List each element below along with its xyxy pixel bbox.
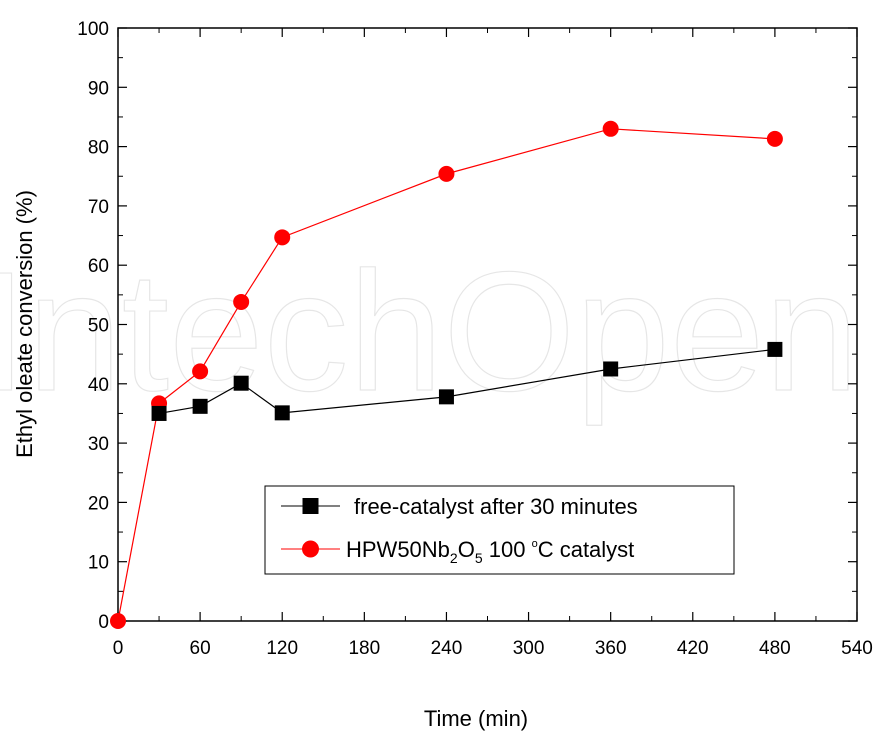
- y-tick-label: 30: [88, 434, 109, 455]
- x-tick-label: 480: [759, 638, 791, 659]
- y-tick-label: 80: [88, 138, 109, 159]
- y-tick-label: 20: [88, 493, 109, 514]
- x-tick-label: 420: [677, 638, 709, 659]
- data-point-circle: [274, 229, 291, 246]
- data-point-circle: [233, 293, 250, 310]
- data-point-circle: [602, 120, 619, 137]
- y-axis-title: Ethyl oleate conversion (%): [12, 190, 37, 458]
- data-point-square: [438, 389, 454, 405]
- y-tick-label: 60: [88, 256, 109, 277]
- y-tick-label: 10: [88, 553, 109, 574]
- data-point-square: [192, 398, 208, 414]
- x-tick-label: 240: [431, 638, 463, 659]
- x-tick-label: 540: [841, 638, 873, 659]
- y-tick-label: 0: [98, 612, 109, 633]
- x-axis-title: Time (min): [424, 706, 528, 731]
- series-layer: [110, 120, 783, 629]
- x-tick-label: 180: [348, 638, 380, 659]
- legend-label-free-catalyst: free-catalyst after 30 minutes: [354, 494, 638, 519]
- legend-marker-square: [302, 498, 319, 514]
- y-axis: 0 10 20 30 40 50 60 70 80 90 100: [77, 19, 857, 633]
- x-axis: 0 60 120 180 240 300 360 420 480 540: [113, 28, 873, 659]
- data-point-circle: [438, 165, 455, 182]
- x-tick-label: 120: [266, 638, 298, 659]
- y-tick-label: 90: [88, 78, 109, 99]
- data-point-circle: [766, 130, 783, 147]
- x-tick-label: 0: [113, 638, 124, 659]
- data-point-square: [767, 341, 783, 357]
- data-point-circle: [192, 363, 209, 380]
- legend-marker-circle: [302, 540, 319, 558]
- data-point-square: [233, 375, 249, 391]
- y-tick-label: 50: [88, 316, 109, 337]
- legend-box: [264, 485, 735, 575]
- x-tick-label: 60: [190, 638, 211, 659]
- data-point-square: [151, 405, 167, 421]
- y-tick-label: 100: [77, 19, 109, 40]
- series-1-line: [117, 128, 775, 622]
- legend-label-hpw-catalyst: HPW50Nb2O5 100 oC catalyst: [346, 537, 634, 566]
- legend: free-catalyst after 30 minutes HPW50Nb2O…: [264, 485, 735, 575]
- data-point-circle: [110, 613, 126, 629]
- x-tick-label: 300: [513, 638, 545, 659]
- y-tick-label: 70: [88, 197, 109, 218]
- x-tick-label: 360: [595, 638, 627, 659]
- watermark: IntechOpen: [0, 237, 859, 427]
- data-point-square: [274, 405, 290, 421]
- data-point-square: [603, 361, 619, 377]
- y-tick-label: 40: [88, 375, 109, 396]
